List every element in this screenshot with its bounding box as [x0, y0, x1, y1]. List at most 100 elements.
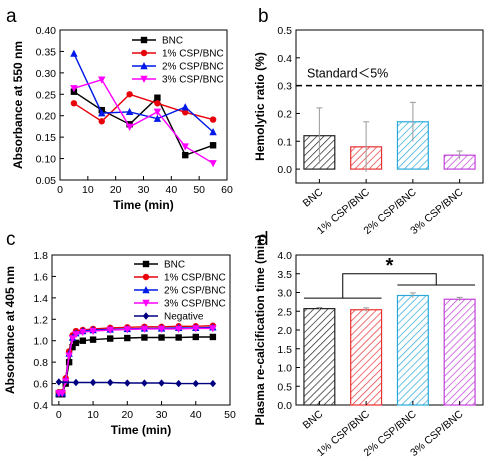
panel-a-point-2-csp-bnc [153, 114, 162, 122]
panel-a-legend-label-3-csp-bnc: 3% CSP/BNC [162, 75, 224, 86]
panel-a-point-2-csp-bnc [70, 49, 78, 57]
panel-a-legend-label-2-csp-bnc: 2% CSP/BNC [162, 62, 224, 73]
panel-b-y-axis-label: Hemolytic ratio (%) [253, 52, 267, 161]
panel-c-point-bnc [209, 333, 217, 341]
panel-a-x-tick-label: 40 [165, 184, 177, 196]
panel-d-bar-bnc [303, 308, 336, 406]
panel-b-y-tick-label: 0.1 [277, 136, 292, 148]
panel-c-point-bnc [79, 337, 87, 344]
panel-d-y-tick-label: 1.0 [277, 363, 292, 375]
panel-c-point-negative [89, 378, 97, 387]
panel-c-point-negative [158, 379, 165, 387]
panel-c-x-tick-label: 40 [190, 409, 202, 421]
panel-label-a: a [6, 6, 17, 27]
panel-c-x-tick-label: 30 [156, 409, 168, 421]
panel-c-y-tick-label: 0.8 [33, 357, 48, 369]
panel-c-chart: 0.4 0.6 0.8 1.0 1.2 1.4 1.6 1.8 0 10 20 30 40 50 Time … [3, 250, 236, 437]
panel-b-chart: 0.0 0.1 0.2 0.3 0.4 0.5 Hemolytic ratio (%) BNC… [253, 25, 484, 237]
panel-a-point-1-csp-bnc [126, 91, 133, 98]
panel-a-legend-label-bnc: BNC [162, 36, 183, 47]
panel-a-chart: 0.05 0.10 0.15 0.20 0.25 0.30 0.35 0.40 0 10 20 30 4… [11, 25, 233, 212]
panel-c-point-bnc [65, 358, 73, 366]
panel-a-point-3-csp-bnc [70, 85, 78, 93]
panel-a-y-tick-label: 0.15 [36, 132, 57, 144]
panel-a-point-2-csp-bnc [125, 107, 134, 116]
panel-a-point-3-csp-bnc [125, 123, 134, 131]
panel-c-point-negative [55, 378, 63, 386]
panel-c-point-bnc [158, 334, 165, 341]
panel-a-point-3-csp-bnc [181, 143, 189, 151]
panel-d-y-axis-label: Plasma re-calcification time (min) [253, 235, 267, 426]
panel-a-series-line-1-csp-bnc [73, 93, 214, 123]
panel-a-y-tick-label: 0.10 [36, 154, 57, 166]
panel-b-y-tick-label: 0.4 [277, 53, 292, 65]
panel-d-y-tick-label: 0.5 [277, 381, 292, 393]
panel-c-point-3-csp-bnc [58, 390, 66, 398]
panel-a-point-3-csp-bnc [153, 108, 162, 116]
panel-a-series-line-bnc [73, 91, 214, 156]
panel-a-point-2-csp-bnc [181, 103, 189, 111]
panel-d-chart: 0.0 0.5 1.0 1.5 2.0 2.5 3.0 3.5 4.0 Plasma re-cal… [253, 235, 484, 457]
panel-c-legend-label-1-csp-bnc: 1% CSP/BNC [164, 273, 226, 284]
panel-d-y-tick-label: 1.5 [277, 344, 292, 356]
panel-c-point-negative [72, 378, 80, 387]
panel-c-point-bnc [192, 333, 199, 341]
panel-c-legend-marker-2-csp-bnc [142, 286, 150, 294]
panel-c-point-bnc [141, 334, 148, 341]
panel-c-y-tick-label: 1.0 [33, 336, 48, 348]
panel-c-point-negative [209, 379, 217, 388]
panel-a-x-axis-label: Time (min) [113, 198, 173, 212]
panel-c-point-bnc [124, 334, 131, 342]
panel-c-y-tick-label: 0.4 [33, 400, 48, 412]
panel-c-point-3-csp-bnc [89, 327, 97, 336]
panel-b-reference-label: Standard＜5% [307, 67, 388, 81]
panel-a-point-2-csp-bnc [209, 128, 217, 136]
panel-c-point-3-csp-bnc [209, 325, 217, 333]
panel-a-point-bnc [209, 142, 217, 149]
panel-c-x-tick-label: 0 [56, 409, 62, 421]
panel-c-x-tick-label: 20 [121, 409, 133, 421]
panel-c-point-3-csp-bnc [68, 335, 77, 343]
panel-c-point-3-csp-bnc [123, 326, 132, 334]
panel-c-point-bnc [175, 334, 182, 341]
panel-c-point-3-csp-bnc [72, 331, 80, 339]
panel-b-plot-frame [295, 29, 484, 184]
panel-c-point-bnc [89, 336, 97, 343]
panel-c-series-line-bnc [58, 336, 213, 395]
panel-b-y-tick-label: 0.2 [277, 108, 292, 120]
panel-c-point-3-csp-bnc [157, 325, 166, 333]
panel-c-legend-marker-1-csp-bnc [142, 273, 150, 281]
panel-b-y-tick-label: 0.5 [277, 25, 292, 37]
panel-d-y-tick-label: 0.0 [277, 400, 292, 412]
panel-a-legend-marker-2-csp-bnc [140, 62, 148, 70]
panel-c-point-bnc [106, 335, 114, 342]
panel-c-point-negative [192, 379, 199, 388]
panel-d-y-tick-label: 3.0 [277, 288, 292, 300]
panel-d-bracket-connector [342, 273, 437, 299]
panel-c-point-3-csp-bnc [192, 325, 200, 333]
panel-label-b: b [258, 6, 269, 27]
panel-c-y-tick-label: 0.6 [33, 379, 48, 391]
panel-c-point-3-csp-bnc [65, 352, 73, 360]
panel-c-x-tick-label: 10 [87, 409, 99, 421]
panel-a-y-tick-label: 0.40 [36, 25, 57, 37]
panel-c-x-tick-label: 50 [224, 409, 236, 421]
panel-a-point-3-csp-bnc [209, 160, 217, 168]
panel-c-legend-label-3-csp-bnc: 3% CSP/BNC [164, 299, 226, 310]
panel-d-y-tick-label: 2.0 [277, 325, 292, 337]
panel-c-y-tick-label: 1.2 [33, 314, 48, 326]
panel-d-bar-1-csp-bnc [350, 309, 383, 406]
panel-a-y-tick-label: 0.25 [36, 89, 57, 101]
panel-c-point-negative [141, 379, 148, 387]
panel-c-legend-marker-negative [142, 312, 150, 320]
panel-d-bar-2-csp-bnc [396, 294, 429, 406]
panel-a-x-tick-label: 60 [221, 184, 233, 196]
panel-a-x-tick-label: 20 [110, 184, 122, 196]
panel-a-legend-marker-3-csp-bnc [140, 75, 148, 83]
panel-c-point-negative [175, 379, 182, 388]
panel-c-point-negative [124, 379, 131, 387]
panel-c-legend-label-2-csp-bnc: 2% CSP/BNC [164, 286, 226, 297]
panel-a-y-tick-label: 0.20 [36, 111, 57, 123]
panel-c-y-tick-label: 1.8 [33, 250, 48, 262]
